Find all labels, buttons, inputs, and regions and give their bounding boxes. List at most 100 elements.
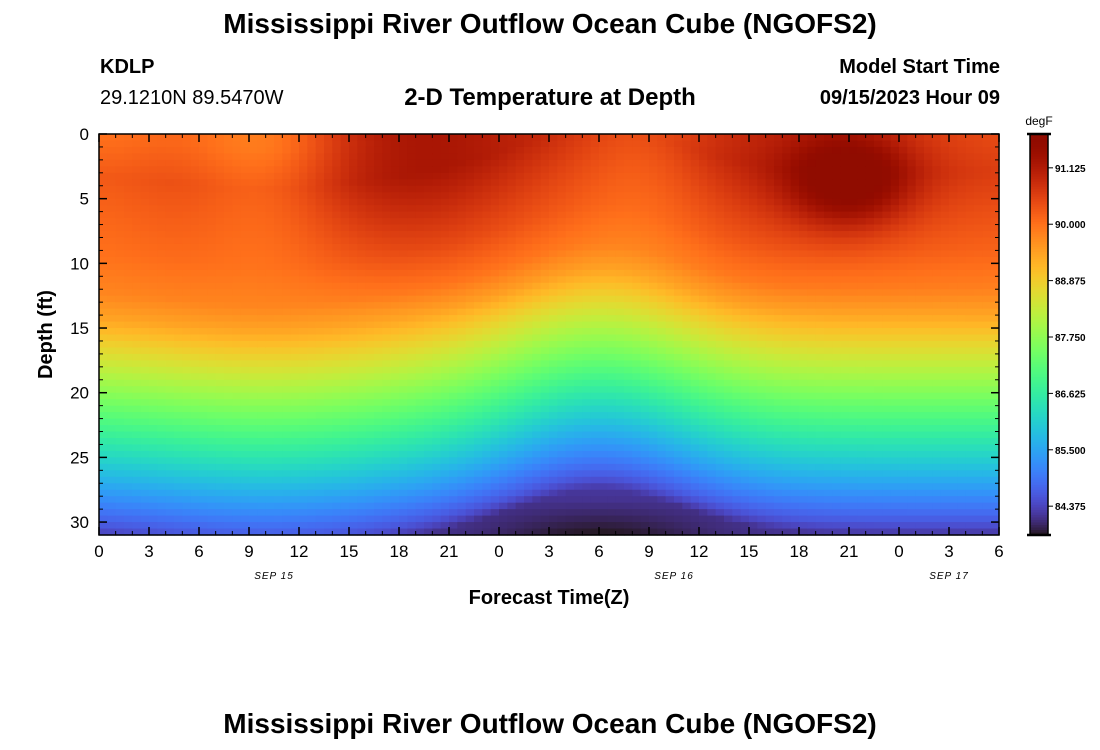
heatmap-cell xyxy=(399,243,408,252)
heatmap-cell xyxy=(590,418,600,426)
heatmap-cell xyxy=(674,256,683,264)
heatmap-cell xyxy=(374,431,383,439)
heatmap-cell xyxy=(690,269,700,277)
heatmap-cell xyxy=(657,153,667,161)
heatmap-cell xyxy=(407,146,417,155)
heatmap-cell xyxy=(682,373,692,381)
heatmap-cell xyxy=(174,237,183,245)
heatmap-cell xyxy=(315,134,325,142)
heatmap-cell xyxy=(482,476,492,484)
heatmap-cell xyxy=(124,211,133,219)
heatmap-cell xyxy=(682,470,692,478)
heatmap-cell xyxy=(690,353,700,361)
heatmap-cell xyxy=(99,502,108,510)
heatmap-cell xyxy=(582,179,592,187)
heatmap-cell xyxy=(524,334,533,342)
heatmap-cell xyxy=(424,405,433,413)
heatmap-cell xyxy=(340,269,350,277)
heatmap-cell xyxy=(457,353,467,361)
heatmap-cell xyxy=(607,470,617,478)
heatmap-cell xyxy=(515,282,525,290)
heatmap-cell xyxy=(390,321,400,329)
heatmap-cell xyxy=(365,340,375,349)
heatmap-cell xyxy=(549,399,558,407)
heatmap-cell xyxy=(424,302,433,310)
heatmap-cell xyxy=(174,496,183,504)
heatmap-cell xyxy=(324,334,333,342)
heatmap-cell xyxy=(440,379,450,387)
heatmap-cell xyxy=(707,166,717,174)
heatmap-cell xyxy=(265,425,275,433)
heatmap-cell xyxy=(557,509,567,517)
heatmap-cell xyxy=(465,340,475,349)
heatmap-cell xyxy=(757,386,767,394)
heatmap-cell xyxy=(582,328,592,336)
heatmap-cell xyxy=(282,243,292,252)
heatmap-cell xyxy=(474,489,483,497)
heatmap-cell xyxy=(157,211,167,219)
heatmap-cell xyxy=(424,392,433,400)
heatmap-cell xyxy=(415,134,425,142)
heatmap-cell xyxy=(740,218,750,226)
heatmap-cell xyxy=(699,379,708,387)
heatmap-cell xyxy=(340,353,350,361)
heatmap-cell xyxy=(182,179,192,187)
heatmap-cell xyxy=(707,386,717,394)
heatmap-cell xyxy=(215,237,225,245)
heatmap-cell xyxy=(340,509,350,517)
heatmap-cell xyxy=(440,295,450,303)
heatmap-cell xyxy=(565,146,575,155)
heatmap-cell xyxy=(640,282,650,290)
heatmap-cell xyxy=(174,289,183,297)
heatmap-cell xyxy=(165,386,175,394)
heatmap-cell xyxy=(574,166,583,174)
heatmap-cell xyxy=(249,392,258,400)
heatmap-cell xyxy=(557,347,567,355)
heatmap-cell xyxy=(465,146,475,155)
heatmap-cell xyxy=(490,379,500,387)
heatmap-cell xyxy=(490,509,500,517)
heatmap-cell xyxy=(674,146,683,155)
heatmap-cell xyxy=(240,276,250,284)
chart-title: Mississippi River Outflow Ocean Cube (NG… xyxy=(223,8,877,39)
heatmap-cell xyxy=(415,463,425,471)
heatmap-cell xyxy=(682,243,692,252)
heatmap-cell xyxy=(757,405,767,413)
heatmap-cell xyxy=(315,315,325,323)
heatmap-cell xyxy=(232,166,242,174)
heatmap-cell xyxy=(274,166,283,174)
heatmap-cell xyxy=(199,470,208,478)
heatmap-cell xyxy=(699,340,708,349)
heatmap-cell xyxy=(374,295,383,303)
heatmap-cell xyxy=(557,315,567,323)
heatmap-cell xyxy=(149,302,158,310)
heatmap-cell xyxy=(449,373,458,381)
heatmap-cell xyxy=(632,269,642,277)
heatmap-cell xyxy=(307,243,317,252)
heatmap-cell xyxy=(365,205,375,213)
heatmap-cell xyxy=(565,334,575,342)
heatmap-cell xyxy=(290,360,300,368)
heatmap-cell xyxy=(215,399,225,407)
heatmap-cell xyxy=(290,308,300,316)
heatmap-cell xyxy=(349,405,358,413)
heatmap-cell xyxy=(257,444,267,452)
heatmap-cell xyxy=(474,256,483,264)
heatmap-cell xyxy=(665,347,675,355)
heatmap-cell xyxy=(207,334,217,342)
heatmap-cell xyxy=(465,269,475,277)
heatmap-cell xyxy=(424,198,433,206)
heatmap-cell xyxy=(240,412,250,420)
heatmap-cell xyxy=(199,237,208,245)
heatmap-cell xyxy=(532,302,542,310)
heatmap-cell xyxy=(290,198,300,206)
heatmap-cell xyxy=(174,153,183,161)
heatmap-cell xyxy=(274,250,283,258)
heatmap-cell xyxy=(615,185,625,193)
heatmap-cell xyxy=(274,237,283,245)
heatmap-cell xyxy=(757,412,767,420)
heatmap-cell xyxy=(549,185,558,193)
heatmap-cell xyxy=(307,379,317,387)
heatmap-cell xyxy=(699,405,708,413)
heatmap-cell xyxy=(365,179,375,187)
